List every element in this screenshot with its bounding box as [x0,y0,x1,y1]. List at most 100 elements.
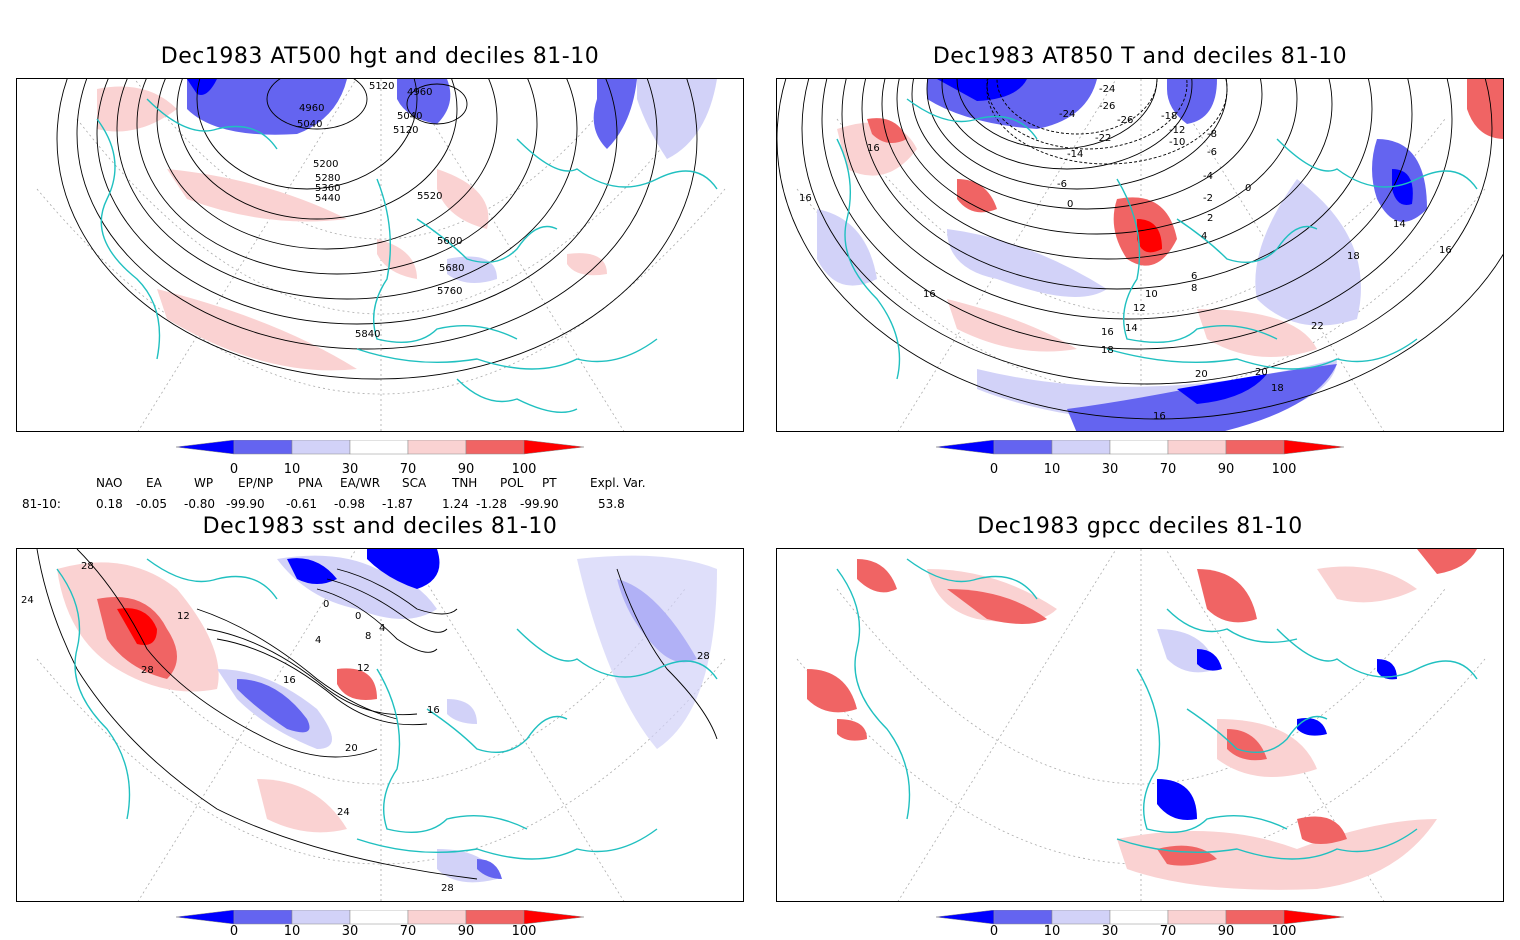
colorbar-tick: 10 [1043,462,1061,477]
contour-label: 16 [799,193,812,204]
colorbar-tick: 0 [229,462,239,477]
contour-label: 8 [1191,283,1197,294]
map-panel-sst[interactable]: 28 24 12 28 0 0 4 8 4 12 16 16 20 24 28 … [16,548,744,902]
colorbar-swatch [349,909,409,925]
index-name: EP/NP [238,476,274,490]
contour-label: 0 [1067,199,1073,210]
contour-label: -4 [1203,171,1213,182]
map-panel-gpcc[interactable] [776,548,1504,902]
map-panel-t850[interactable]: -24 -26 -18 -24 -26 -22 -12 -10 -14 -8 -… [776,78,1504,432]
contour-label: 20 [345,743,358,754]
contour-label: 24 [337,807,350,818]
index-row-label: 81-10: [22,497,61,511]
contour-label: 14 [1125,323,1138,334]
colorbar-tick: 90 [1217,462,1235,477]
contour-label: 10 [1145,289,1158,300]
colorbar-swatch [233,909,293,925]
colorbar-swatch [993,909,1053,925]
colorbar-bottom-right: 0 10 30 70 90 100 [935,909,1346,940]
contour-label: 5440 [315,193,340,204]
contour-label: 4960 [299,103,324,114]
contour-label: 16 [1439,245,1452,256]
colorbar-tick: 90 [457,462,475,477]
contour-label: 0 [323,599,329,610]
contour-label: 0 [1245,183,1251,194]
contour-label: 16 [427,705,440,716]
contour-label: -18 [1161,111,1177,122]
contour-label: 28 [81,561,94,572]
colorbar-swatch [175,909,235,925]
contour-label: 5200 [313,159,338,170]
panel-title-sst: Dec1983 sst and deciles 81-10 [202,514,558,539]
index-value: -99.90 [520,497,559,511]
colorbar-swatch [523,909,585,925]
colorbar-swatch [349,439,409,455]
colorbar-swatch [1167,909,1227,925]
colorbar-tick: 30 [341,924,359,939]
contour-labels-sst: 28 24 12 28 0 0 4 8 4 12 16 16 20 24 28 … [21,561,710,894]
colorbar-swatch [1225,439,1285,455]
colorbar-tick: 10 [283,924,301,939]
colorbar-swatch [935,909,995,925]
contour-labels-t850: -24 -26 -18 -24 -26 -22 -12 -10 -14 -8 -… [799,84,1452,422]
contour-label: 5600 [437,236,462,247]
contour-label: 16 [283,675,296,686]
contour-label: 8 [365,631,371,642]
colorbar-tick: 70 [1159,924,1177,939]
colorbar-swatch [993,439,1053,455]
colorbar-tick: 90 [1217,924,1235,939]
panel-title-t850: Dec1983 AT850 T and deciles 81-10 [932,44,1348,69]
colorbar-tick: 70 [399,924,417,939]
colorbar-tick: 0 [989,924,999,939]
index-name: EA/WR [340,476,381,490]
contour-label: 4 [1201,231,1207,242]
contour-label: -6 [1057,179,1067,190]
contour-label: 5360 [315,183,340,194]
contour-label: -26 [1099,101,1115,112]
index-value: -0.05 [136,497,168,511]
contour-label: 16 [1101,327,1114,338]
index-name: POL [500,476,524,490]
colorbar-swatch [407,909,467,925]
contour-label: -8 [1207,129,1217,140]
map-panel-hgt500[interactable]: 5120 4960 4960 5040 5040 5120 5200 5280 … [16,78,744,432]
index-name: EA [146,476,162,490]
colorbar-tick: 100 [511,924,537,939]
colorbar-top-right: 0 10 30 70 90 100 [935,439,1346,480]
index-value: 0.18 [96,497,123,511]
index-value: 1.24 [442,497,469,511]
colorbar-tick: 30 [341,462,359,477]
colorbar-swatches [935,439,1345,455]
colorbar-swatch [407,439,467,455]
colorbar-swatch [1051,909,1111,925]
contour-label: 12 [177,611,190,622]
contour-label: -22 [1095,133,1111,144]
colorbar-swatch [935,439,995,455]
contour-label: 5280 [315,173,340,184]
colorbar-tick: 0 [989,462,999,477]
contour-label: 16 [1153,411,1166,422]
contour-label: 4 [379,623,385,634]
contour-label: 28 [441,883,454,894]
colorbar-swatch [1109,909,1169,925]
contour-label: 16 [867,143,880,154]
index-name: NAO [96,476,123,490]
index-name: SCA [402,476,427,490]
contour-label: 22 [1311,321,1324,332]
contour-label: 0 [355,611,361,622]
index-name: PT [542,476,557,490]
contour-label: 5040 [297,119,322,130]
colorbar-bottom-left: 0 10 30 70 90 100 [175,909,586,940]
colorbar-tick: 10 [1043,924,1061,939]
contour-label: 24 [21,595,34,606]
contour-label: 5040 [397,111,422,122]
colorbar-tick: 100 [1271,924,1297,939]
index-name: TNH [452,476,478,490]
contour-label: -2 [1203,193,1213,204]
colorbar-tick: 30 [1101,924,1119,939]
contour-label: 20 [1255,367,1268,378]
contour-label: 5120 [369,81,394,92]
colorbar-tick: 30 [1101,462,1119,477]
index-name: Expl. Var. [590,476,646,490]
contour-label: 6 [1191,271,1197,282]
